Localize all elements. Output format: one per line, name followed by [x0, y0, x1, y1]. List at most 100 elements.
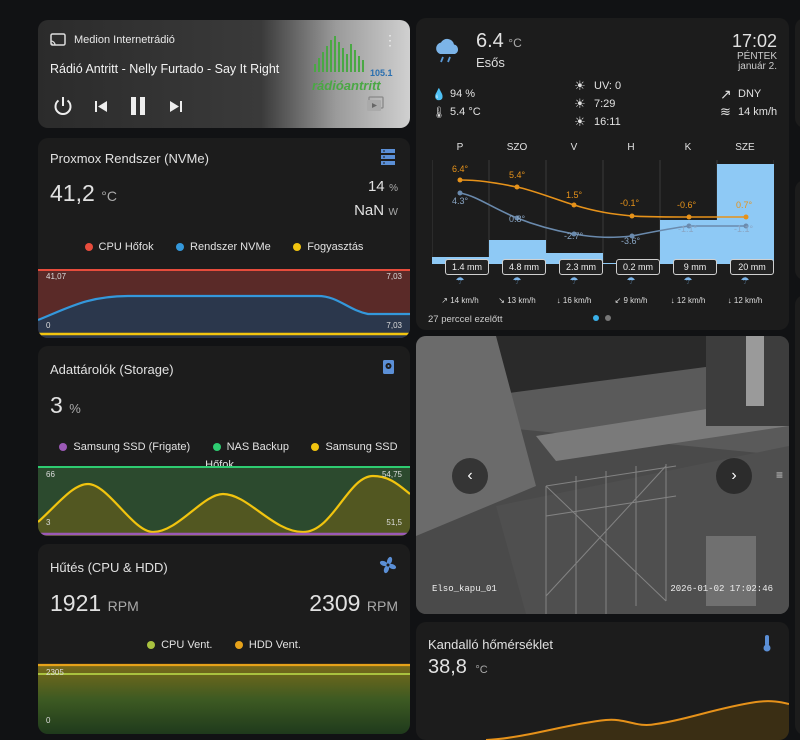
cooling-card[interactable]: Hűtés (CPU & HDD) 1921 RPM 2309 RPM CPU …	[38, 544, 410, 734]
fireplace-card[interactable]: Kandalló hőmérséklet 38,8 °C	[416, 622, 789, 740]
legend-nas-backup[interactable]: NAS Backup	[212, 441, 289, 453]
power-button[interactable]	[52, 95, 74, 122]
legend-nvme[interactable]: Rendszer NVMe	[176, 241, 271, 253]
forecast-low: -3.6°	[621, 236, 641, 246]
storage-usage-unit: %	[69, 401, 81, 416]
legend-cpu-fan[interactable]: CPU Vent.	[147, 639, 212, 651]
hdd-fan-value: 2309 RPM	[309, 590, 398, 617]
forecast-rain-icons: ☂ ☂ ☂ ☂ ☂ ☂	[432, 276, 774, 288]
forecast-day-label: H	[627, 142, 635, 153]
power-number: NaN	[354, 202, 385, 219]
weather-card[interactable]: 6.4 °C Esős 17:02 PÉNTEK január 2. 💧 94 …	[416, 18, 789, 330]
forecast-day-label: SZO	[506, 142, 528, 153]
forecast-wind: ↓ 12 km/h	[670, 296, 706, 305]
thermometer-icon	[762, 634, 772, 657]
cpu-fan-unit: RPM	[107, 598, 139, 614]
storage-usage-number: 3	[50, 392, 63, 418]
power-unit: W	[388, 207, 398, 218]
weather-temp-unit: °C	[508, 36, 522, 50]
cpu-fan-value: 1921 RPM	[50, 590, 139, 617]
camera-card[interactable]: ‹ › Elso_kapu_01 2026-01-02 17:02:46	[416, 336, 789, 614]
camera-prev-button[interactable]: ‹	[452, 458, 488, 494]
storage-y-left-bottom: 3	[46, 518, 51, 527]
forecast-wind: ↓ 12 km/h	[727, 296, 763, 305]
page-indicator-active[interactable]	[593, 315, 599, 321]
forecast-winds: ↗ 14 km/h ↘ 13 km/h ↓ 16 km/h ↙ 9 km/h ↓…	[432, 296, 774, 308]
power-value: NaN W	[354, 202, 398, 220]
forecast-high: -0.6°	[677, 200, 697, 210]
weather-weekday: PÉNTEK	[736, 51, 777, 62]
proxmox-graph	[38, 269, 410, 338]
forecast-day-label: P	[456, 142, 464, 153]
proxmox-title: Proxmox Rendszer (NVMe)	[50, 151, 209, 166]
more-options-icon[interactable]: ⋮	[383, 32, 397, 48]
camera-next-button[interactable]: ›	[716, 458, 752, 494]
rain-icon: ☂	[740, 276, 750, 287]
storage-card[interactable]: Adattárolók (Storage) 3 % Samsung SSD (F…	[38, 346, 410, 536]
storage-y-right-bottom: 51,5	[386, 518, 402, 527]
hdd-fan-number: 2309	[309, 590, 361, 616]
storage-title: Adattárolók (Storage)	[50, 362, 174, 377]
forecast-wind: ↘ 13 km/h	[498, 296, 536, 305]
wind-arrow-icon: ↘	[498, 296, 505, 305]
legend-hdd-fan[interactable]: HDD Vent.	[234, 639, 301, 651]
previous-track-button[interactable]	[94, 100, 108, 118]
forecast-rain: 0.2 mm	[616, 259, 660, 275]
rain-cloud-icon	[432, 36, 462, 69]
forecast-wind: ↙ 9 km/h	[614, 296, 648, 305]
wind-direction-icon: ↗	[720, 86, 732, 102]
humidity-icon: 💧	[432, 89, 446, 101]
forecast-low: -2.7°	[564, 231, 584, 241]
forecast-low: 4.3°	[452, 196, 469, 206]
legend-cpu-temp[interactable]: CPU Hőfok	[84, 241, 154, 253]
page-indicator[interactable]	[605, 315, 611, 321]
partial-card-right-1	[795, 18, 800, 128]
pause-button[interactable]	[129, 96, 147, 121]
radio-logo: 105.1 rádióantritt	[300, 24, 406, 124]
server-icon	[380, 148, 396, 171]
storage-graph	[38, 466, 410, 536]
forecast-high: 0.7°	[736, 200, 753, 210]
forecast-rain: 9 mm	[673, 259, 717, 275]
nvme-usage-number: 14	[367, 178, 385, 195]
wind-speed-value: 14 km/h	[738, 106, 778, 118]
forecast-day-label: K	[684, 142, 692, 153]
cooling-title: Hűtés (CPU & HDD)	[50, 560, 168, 575]
storage-y-left-top: 66	[46, 470, 55, 479]
wind-arrow-icon: ↓	[727, 296, 732, 305]
media-player-card[interactable]: Medion Internetrádió Rádió Antritt - Nel…	[38, 20, 410, 128]
forecast-chart	[432, 160, 774, 264]
cpu-fan-number: 1921	[50, 590, 102, 616]
next-track-button[interactable]	[169, 100, 183, 118]
legend-ssd-frigate[interactable]: Samsung SSD (Frigate)	[59, 441, 190, 453]
wind-arrow-icon: ↙	[614, 296, 622, 305]
fireplace-graph	[416, 700, 789, 740]
media-browse-icon[interactable]	[366, 96, 384, 117]
dewpoint-value: 5.4 °C	[450, 106, 481, 118]
fan-icon	[379, 556, 397, 579]
partial-card-right-2	[795, 180, 800, 280]
cooling-y-bottom: 0	[46, 716, 51, 725]
proxmox-card[interactable]: Proxmox Rendszer (NVMe) 41,2 °C 14 % NaN…	[38, 138, 410, 338]
weather-date: január 2.	[738, 61, 777, 72]
camera-label: Elso_kapu_01	[432, 584, 497, 594]
camera-timestamp: 2026-01-02 17:02:46	[670, 584, 773, 594]
sunset-value: 16:11	[594, 116, 621, 128]
fireplace-title: Kandalló hőmérséklet	[428, 637, 554, 652]
scroll-menu-icon[interactable]: ≡	[776, 468, 784, 482]
forecast-rain: 4.8 mm	[502, 259, 546, 275]
cooling-graph	[38, 663, 410, 734]
wind-direction-value: DNY	[738, 88, 762, 100]
forecast-day-label: V	[570, 142, 578, 153]
nvme-usage-value: 14 %	[368, 178, 398, 196]
forecast-low: -1.1°	[734, 224, 754, 234]
cast-icon	[50, 33, 66, 51]
weather-condition: Esős	[476, 55, 505, 70]
fireplace-temp-unit: °C	[475, 664, 488, 676]
sunrise-value: 7:29	[594, 98, 616, 110]
forecast-high: 6.4°	[452, 164, 469, 174]
rain-icon: ☂	[626, 276, 636, 287]
forecast-rain: 1.4 mm	[445, 259, 489, 275]
legend-power[interactable]: Fogyasztás	[293, 241, 363, 253]
forecast-days: P SZO V H K SZE	[432, 142, 774, 156]
